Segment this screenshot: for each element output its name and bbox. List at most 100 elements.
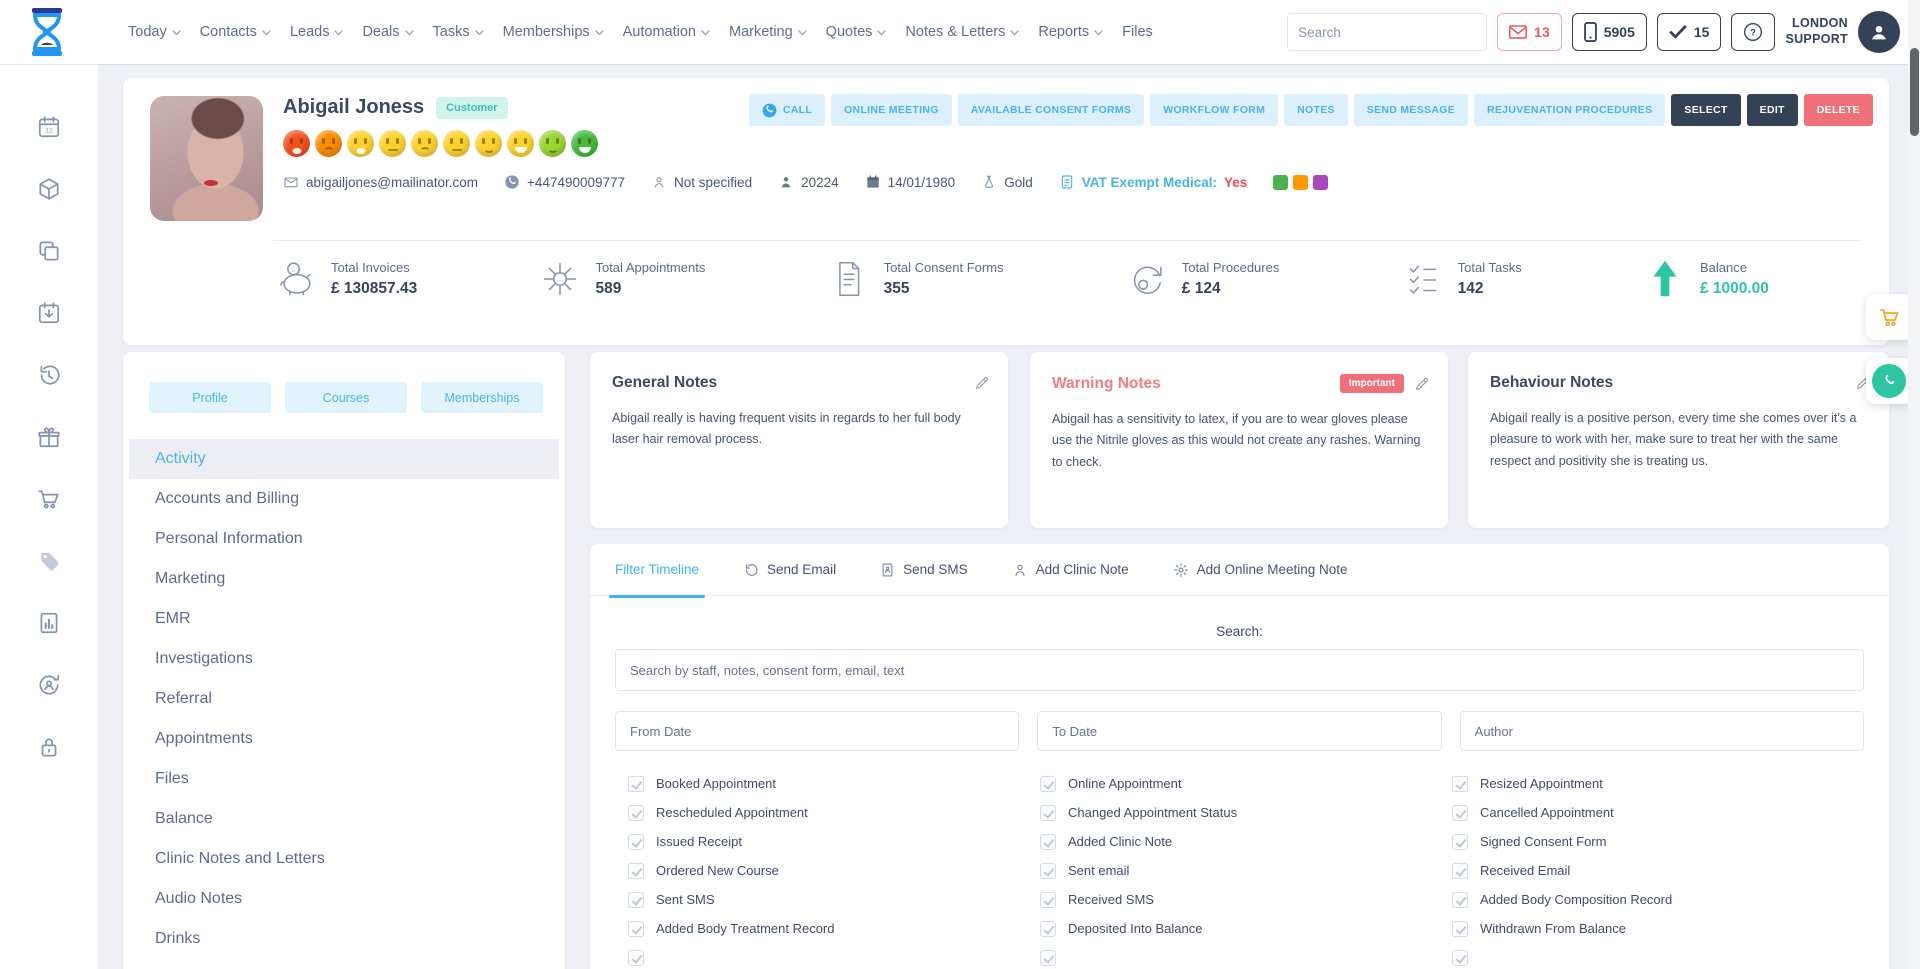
select-button[interactable]: SELECT (1671, 94, 1741, 126)
panel-menu-item[interactable]: Activity (129, 439, 559, 479)
nav-menu-item[interactable]: Today (128, 24, 181, 40)
nav-menu-item[interactable]: Files (1122, 24, 1153, 40)
header-action-button[interactable]: AVAILABLE CONSENT FORMS (957, 94, 1145, 126)
mood-face-icon[interactable] (347, 130, 374, 157)
history-icon[interactable] (36, 362, 62, 388)
delete-button[interactable]: DELETE (1803, 94, 1873, 126)
panel-menu-item[interactable]: Personal Information (155, 530, 303, 547)
panel-menu-item[interactable]: EMR (155, 610, 191, 627)
panel-menu-item[interactable]: Files (155, 770, 189, 787)
mood-face-icon[interactable] (507, 130, 534, 157)
header-action-button[interactable]: SEND MESSAGE (1353, 94, 1468, 126)
checkbox-checked-icon[interactable] (628, 949, 644, 966)
header-action-button[interactable]: REJUVENATION PROCEDURES (1474, 94, 1666, 126)
filter-checkbox-item[interactable]: Added Body Treatment Record (628, 914, 1040, 943)
panel-menu-item[interactable]: Appointments (155, 730, 253, 747)
scrollbar-track[interactable] (1908, 0, 1920, 969)
timeline-search-input[interactable] (616, 662, 1863, 678)
filter-checkbox-item[interactable]: Added Body Composition Record (1452, 885, 1864, 914)
filter-checkbox-item[interactable]: Deposited Into Balance (1040, 914, 1452, 943)
checkbox-checked-icon[interactable] (1452, 775, 1468, 792)
panel-menu-item[interactable]: Balance (155, 810, 213, 827)
panel-menu-item[interactable]: Clinic Notes and Letters (155, 850, 325, 867)
filter-checkbox-item[interactable] (628, 943, 1040, 969)
nav-menu-item[interactable]: Quotes (826, 24, 887, 40)
mood-face-icon[interactable] (571, 130, 598, 157)
filter-checkbox-item[interactable]: Signed Consent Form (1452, 827, 1864, 856)
filter-checkbox-item[interactable]: Resized Appointment (1452, 769, 1864, 798)
customer-phone[interactable]: +447490009777 (504, 174, 625, 190)
panel-menu-item[interactable]: Marketing (155, 570, 226, 587)
filter-checkbox-item[interactable]: Sent email (1040, 856, 1452, 885)
checkbox-checked-icon[interactable] (1452, 920, 1468, 937)
package-icon[interactable] (36, 176, 62, 202)
tab-filter-timeline[interactable]: Filter Timeline (608, 544, 706, 598)
tasks-badge[interactable]: 15 (1656, 13, 1722, 51)
customer-email[interactable]: abigailjones@mailinator.com (283, 174, 478, 190)
nav-menu-item[interactable]: Memberships (503, 24, 604, 40)
client-sync-icon[interactable] (36, 672, 62, 698)
edit-pencil-icon[interactable] (1414, 376, 1430, 392)
checkbox-checked-icon[interactable] (1452, 891, 1468, 908)
nav-menu-item[interactable]: Leads (290, 24, 344, 40)
mood-face-icon[interactable] (443, 130, 470, 157)
app-logo-icon[interactable] (24, 7, 70, 57)
header-action-button[interactable]: NOTES (1284, 94, 1348, 126)
checkbox-checked-icon[interactable] (628, 833, 644, 850)
filter-checkbox-item[interactable]: Cancelled Appointment (1452, 798, 1864, 827)
panel-tab[interactable]: Memberships (421, 382, 543, 413)
checkbox-checked-icon[interactable] (1452, 949, 1468, 966)
header-action-button[interactable]: WORKFLOW FORM (1150, 94, 1279, 126)
lock-icon[interactable] (36, 734, 62, 760)
edit-button[interactable]: EDIT (1746, 94, 1798, 126)
filter-checkbox-item[interactable]: Issued Receipt (628, 827, 1040, 856)
checkbox-checked-icon[interactable] (628, 775, 644, 792)
gift-icon[interactable] (36, 424, 62, 450)
mood-face-icon[interactable] (315, 130, 342, 157)
edit-pencil-icon[interactable] (974, 375, 990, 391)
checkbox-checked-icon[interactable] (1040, 804, 1056, 821)
mood-face-icon[interactable] (283, 130, 310, 157)
price-tag-icon[interactable] (36, 548, 62, 574)
search-input[interactable] (1298, 24, 1476, 40)
panel-menu-item[interactable]: Referral (155, 690, 212, 707)
filter-checkbox-item[interactable]: Withdrawn From Balance (1452, 914, 1864, 943)
filter-checkbox-item[interactable] (1040, 943, 1452, 969)
floating-cart-button[interactable] (1866, 294, 1912, 340)
nav-menu-item[interactable]: Marketing (729, 24, 807, 40)
from-date-input[interactable] (615, 711, 1020, 751)
panel-menu-item[interactable]: Drinks (155, 930, 201, 947)
checkbox-checked-icon[interactable] (1040, 833, 1056, 850)
filter-checkbox-item[interactable]: Rescheduled Appointment (628, 798, 1040, 827)
mood-face-icon[interactable] (379, 130, 406, 157)
checkbox-checked-icon[interactable] (1452, 804, 1468, 821)
customer-photo[interactable] (150, 96, 263, 221)
panel-menu-item[interactable]: Investigations (155, 650, 253, 667)
mood-face-icon[interactable] (411, 130, 438, 157)
help-button[interactable]: ? (1731, 13, 1776, 51)
checkbox-checked-icon[interactable] (1040, 891, 1056, 908)
checkbox-checked-icon[interactable] (1040, 920, 1056, 937)
filter-checkbox-item[interactable] (1452, 943, 1864, 969)
chart-document-icon[interactable] (36, 610, 62, 636)
checkbox-checked-icon[interactable] (1040, 862, 1056, 879)
filter-checkbox-item[interactable]: Booked Appointment (628, 769, 1040, 798)
nav-menu-item[interactable]: Notes & Letters (905, 24, 1020, 40)
checkbox-checked-icon[interactable] (628, 862, 644, 879)
tab-add-online-meeting-note[interactable]: Add Online Meeting Note (1173, 544, 1348, 596)
floating-call-button[interactable] (1866, 358, 1912, 404)
filter-checkbox-item[interactable]: Received SMS (1040, 885, 1452, 914)
panel-tab[interactable]: Profile (149, 382, 271, 413)
to-date-input[interactable] (1037, 711, 1442, 751)
tab-add-clinic-note[interactable]: Add Clinic Note (1012, 544, 1129, 596)
tab-send-sms[interactable]: Send SMS (880, 544, 968, 596)
scrollbar-thumb[interactable] (1910, 48, 1919, 136)
panel-menu-item[interactable]: Audio Notes (155, 890, 243, 907)
calendar-sync-icon[interactable] (36, 300, 62, 326)
checkbox-checked-icon[interactable] (628, 891, 644, 908)
search-icon[interactable] (1475, 23, 1477, 41)
color-label-swatch[interactable] (1293, 174, 1309, 190)
filter-checkbox-item[interactable]: Online Appointment (1040, 769, 1452, 798)
color-label-swatch[interactable] (1313, 174, 1329, 190)
filter-checkbox-item[interactable]: Changed Appointment Status (1040, 798, 1452, 827)
